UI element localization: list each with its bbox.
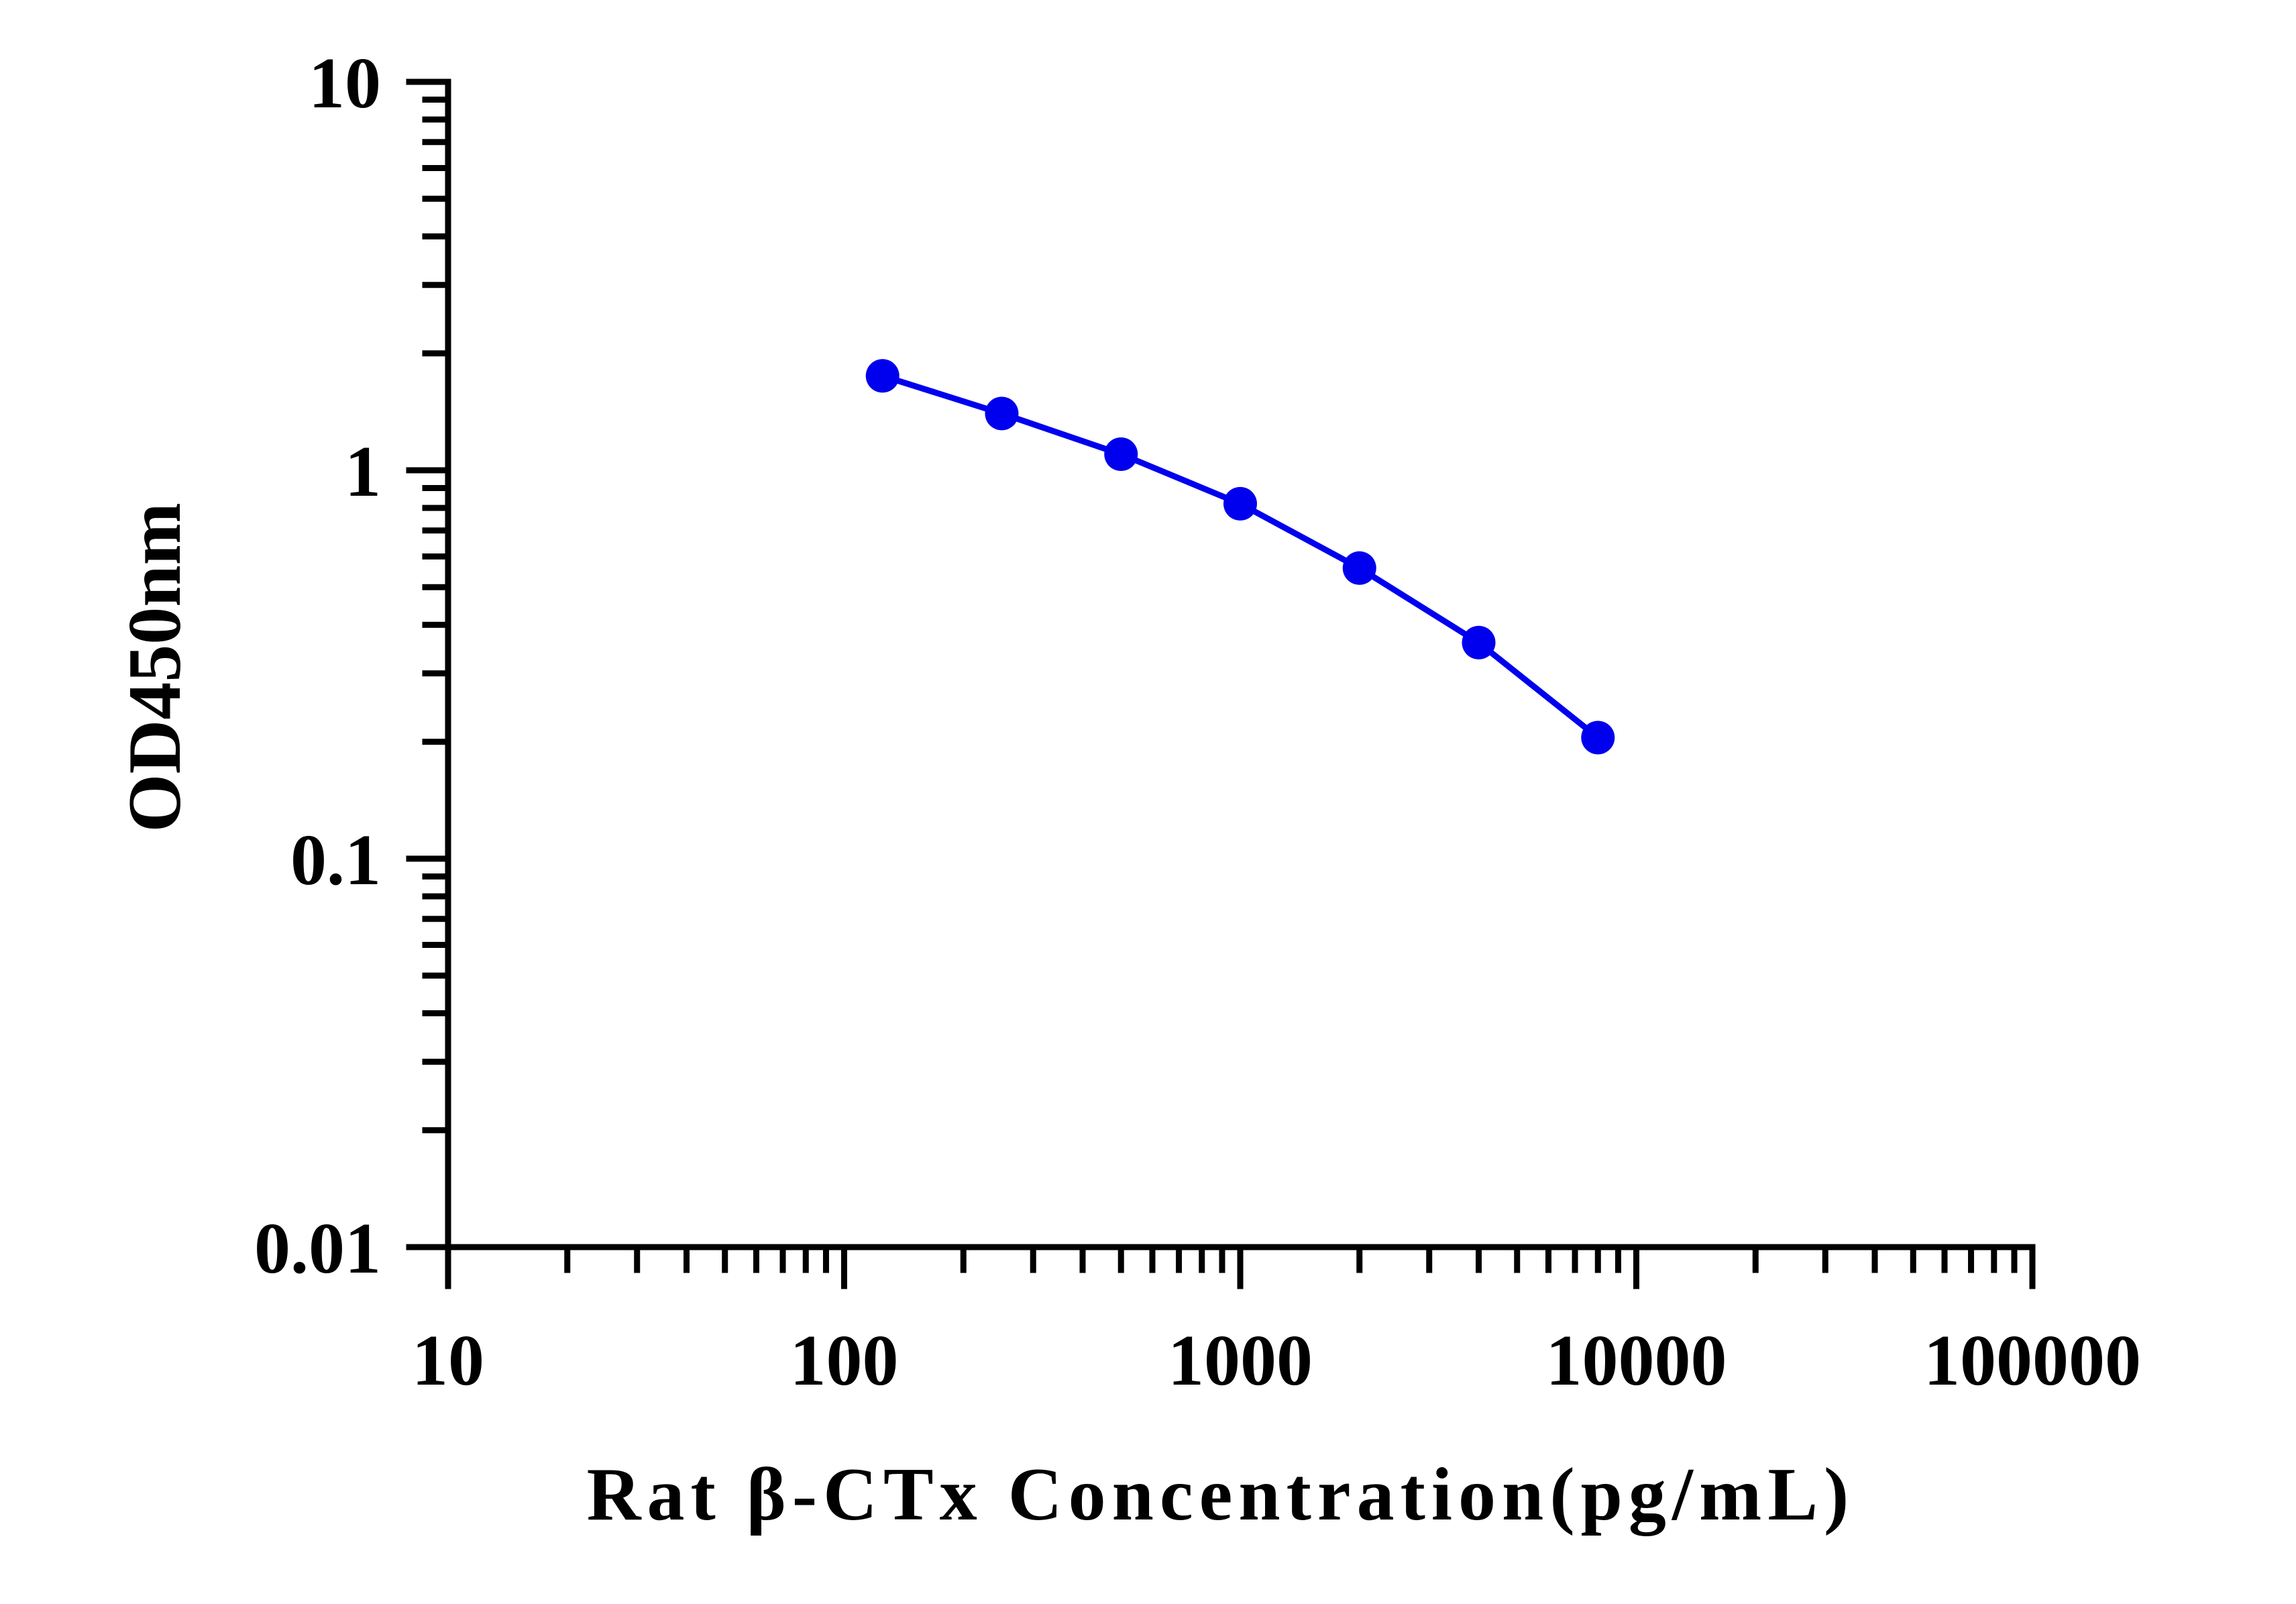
data-point xyxy=(1581,720,1615,755)
data-point xyxy=(1104,437,1138,472)
y-tick-label: 1 xyxy=(345,432,381,512)
axes xyxy=(445,78,2036,1250)
x-tick-label: 100 xyxy=(790,1321,899,1401)
data-point xyxy=(985,396,1019,431)
data-point xyxy=(865,359,899,393)
x-axis-title: Rat β-CTx Concentration(pg/mL) xyxy=(587,1453,1855,1536)
y-tick-label: 0.01 xyxy=(254,1209,381,1289)
series-group xyxy=(865,359,1615,755)
series-line xyxy=(881,373,1600,741)
x-tick-label: 10 xyxy=(412,1321,484,1401)
tick-labels: 10 100 1000 10000 100000 0.01 0.1 1 10 xyxy=(254,44,2141,1401)
data-point xyxy=(1462,625,1496,659)
x-tick-label: 1000 xyxy=(1168,1321,1313,1401)
y-tick-label: 10 xyxy=(309,44,381,123)
x-tick-label: 100000 xyxy=(1924,1321,2141,1401)
y-axis-title: OD450nm xyxy=(113,502,197,833)
data-point xyxy=(1223,486,1257,521)
axis-ticks xyxy=(406,78,2036,1289)
x-tick-label: 10000 xyxy=(1546,1321,1727,1401)
y-tick-label: 0.1 xyxy=(290,820,381,900)
data-point xyxy=(1342,551,1376,585)
